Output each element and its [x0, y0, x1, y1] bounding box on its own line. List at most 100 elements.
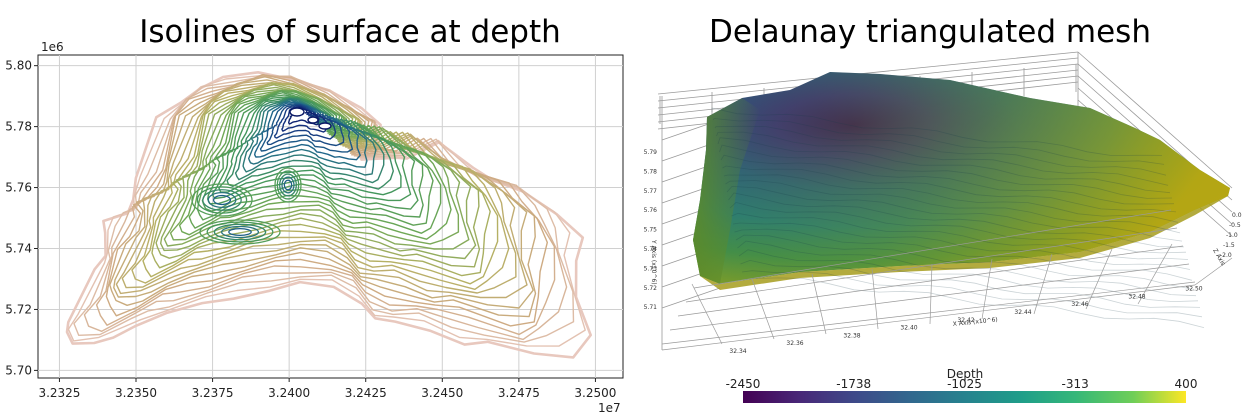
mesh-y-tick-label: 5.79 [644, 149, 658, 156]
contour-x-tick-label: 3.2425 [345, 386, 387, 400]
isoline [151, 82, 491, 277]
contour-plot: 3.2325 3.2350 3.2375 3.2400 3.2425 3.2450 3.24… [5, 40, 624, 415]
isoline-basin [220, 225, 260, 239]
isoline-basin [212, 194, 232, 206]
isoline-deep-center [289, 107, 305, 117]
isoline [234, 97, 385, 184]
mesh-x-tick-label: 32.48 [1128, 293, 1145, 300]
contour-x-ticks: 3.2325 3.2350 3.2375 3.2400 3.2425 3.2450 3.24… [38, 378, 616, 400]
mesh-ridge [740, 259, 1201, 308]
mesh-z-tick-label: 0.0 [1232, 212, 1242, 219]
mesh-front-right-edge [1194, 257, 1233, 286]
mesh-ridge [738, 249, 1199, 303]
contour-x-tick-label: 3.2475 [498, 386, 540, 400]
mesh-z-tick-label: -0.5 [1229, 222, 1241, 229]
mesh-ridge [717, 137, 1171, 194]
contour-x-tick-label: 3.2325 [38, 386, 80, 400]
mesh-x-axis-label: X Axis (x10^6) [952, 316, 998, 328]
colorbar-title: Depth [947, 367, 984, 381]
mesh-z-ticks: 0.0 -0.5 -1.0 -1.5 -2.0 [1220, 212, 1242, 259]
mesh-floor-gridline [811, 273, 827, 335]
isoline-basin [199, 219, 281, 245]
isoline-basin [191, 183, 253, 217]
mesh-z-tick-label: -2.0 [1220, 252, 1232, 259]
mesh-ridge [735, 234, 1195, 290]
mesh-left-gridline [661, 287, 721, 309]
mesh-ridge [722, 165, 1177, 213]
mesh-floor-crossline [669, 263, 1190, 331]
isoline [248, 100, 368, 168]
mesh-ridge [741, 270, 1203, 318]
isoline-basin [281, 176, 295, 194]
mesh-floor-gridline [1085, 248, 1113, 310]
mesh-floor-gridline [1033, 253, 1053, 315]
contour-isolines [65, 71, 592, 359]
depth-colorbar [743, 391, 1186, 403]
mesh-floor-crossline [685, 227, 1178, 303]
mesh-ridge [720, 154, 1175, 205]
mesh-y-tick-label: 5.74 [644, 246, 658, 253]
contour-x-tick-label: 3.2375 [192, 386, 234, 400]
mesh-floor-gridline [929, 263, 933, 325]
isoline [121, 83, 517, 294]
mesh-x-tick-label: 32.38 [843, 332, 860, 339]
mesh-ridge [743, 277, 1205, 328]
contour-y-tick-label: 5.80 [5, 59, 32, 73]
mesh-ridge [716, 131, 1169, 186]
mesh-ridge [729, 201, 1187, 254]
mesh-floor-gridline [691, 283, 723, 345]
contour-y-tick-label: 5.72 [5, 302, 32, 316]
mesh-y-ticks: 5.79 5.78 5.77 5.76 5.75 5.74 5.73 5.72 5.71 [644, 149, 658, 311]
isoline [266, 104, 345, 147]
mesh-ridge [728, 192, 1185, 248]
isoline [73, 75, 575, 343]
mesh-back-gridline [657, 51, 1079, 95]
mesh-right-gridline [1077, 51, 1233, 189]
isoline [105, 74, 548, 327]
mesh-ridge [723, 174, 1179, 223]
mesh-floor-crossline [661, 281, 1196, 345]
isoline-deep-center [307, 116, 319, 124]
colorbar-tick-label: -2450 [726, 377, 761, 391]
mesh-ridge [726, 185, 1183, 242]
isoline [163, 89, 470, 250]
isoline-basin [196, 186, 248, 214]
contour-chart-title: Isolines of surface at depth [139, 14, 561, 50]
mesh-z-tick-label: -1.0 [1226, 232, 1238, 239]
contour-y-offset: 1e6 [41, 40, 64, 54]
mesh-ridge [713, 118, 1165, 165]
isoline-basin [228, 227, 252, 237]
mesh-y-tick-label: 5.71 [644, 304, 658, 311]
mesh-ridge [714, 125, 1167, 176]
isoline-basin [213, 223, 267, 241]
mesh-y-tick-label: 5.73 [644, 265, 658, 272]
mesh-x-tick-label: 32.42 [957, 317, 974, 324]
mesh-surface-left-shading [693, 98, 760, 284]
mesh-x-ticks: 32.34 32.36 32.38 32.40 32.42 32.44 32.46 32.48… [729, 286, 1202, 355]
contour-y-tick-label: 5.78 [5, 120, 32, 134]
mesh-y-tick-label: 5.72 [644, 285, 658, 292]
colorbar-tick-label: -1025 [947, 377, 982, 391]
mesh-surface [693, 72, 1230, 328]
isoline [169, 90, 460, 245]
isoline [196, 90, 434, 226]
mesh-floor-gridline [751, 278, 775, 340]
mesh-3d-front-gridlines [661, 209, 1233, 351]
contour-x-tick-label: 3.2450 [421, 386, 463, 400]
isoline-basin [202, 189, 242, 211]
isoline-basin [279, 173, 297, 197]
mesh-floor-crossline [677, 245, 1184, 317]
colorbar-tick-label: 400 [1175, 377, 1198, 391]
colorbar-tick-label: -313 [1062, 377, 1089, 391]
colorbar-ticks: -2450 -1738 -1025 -313 400 [726, 377, 1198, 391]
contour-y-tick-label: 5.74 [5, 241, 32, 255]
mesh-y-tick-label: 5.77 [644, 188, 658, 195]
isoline [242, 98, 377, 176]
mesh-ridge [719, 144, 1173, 199]
mesh-front-edge [661, 284, 1196, 351]
contour-x-offset: 1e7 [598, 401, 621, 415]
mesh-y-tick-label: 5.75 [644, 227, 658, 234]
mesh-plot: 32.34 32.36 32.38 32.40 32.42 32.44 32.46 32.48… [644, 51, 1242, 403]
mesh-chart-title: Delaunay triangulated mesh [709, 14, 1151, 50]
mesh-z-tick-label: -1.5 [1223, 242, 1235, 249]
